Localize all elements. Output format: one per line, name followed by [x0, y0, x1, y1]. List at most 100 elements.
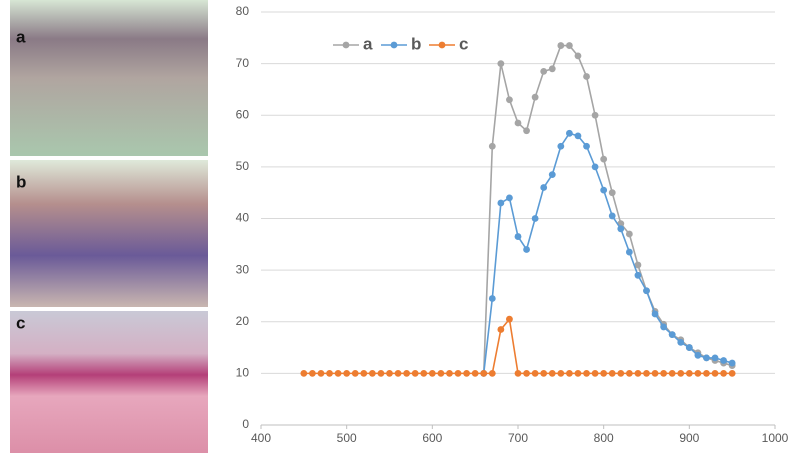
- data-point: [506, 194, 513, 202]
- histology-image: [10, 311, 208, 453]
- panel-label: a: [16, 27, 26, 46]
- data-point: [625, 248, 633, 256]
- data-point: [300, 369, 308, 377]
- data-point: [694, 351, 702, 359]
- data-point: [471, 369, 479, 377]
- data-point: [566, 42, 573, 49]
- data-point: [446, 369, 453, 377]
- y-tick-label: 20: [236, 314, 250, 328]
- data-point: [548, 369, 556, 377]
- data-point: [403, 369, 411, 377]
- data-point: [600, 155, 608, 163]
- data-point: [317, 369, 325, 377]
- panel-label: c: [16, 313, 25, 332]
- data-point: [608, 369, 616, 377]
- data-point: [634, 271, 642, 279]
- data-point: [643, 369, 650, 377]
- data-point: [437, 369, 445, 377]
- data-point: [583, 73, 590, 80]
- data-point: [497, 326, 505, 333]
- legend-label: a: [363, 34, 373, 53]
- data-point: [531, 369, 539, 377]
- data-point: [377, 369, 385, 377]
- data-point: [728, 359, 736, 367]
- data-point: [600, 369, 608, 377]
- data-point: [574, 52, 582, 60]
- x-tick-label: 500: [337, 431, 357, 445]
- data-point: [531, 93, 539, 101]
- data-point: [540, 67, 548, 75]
- data-point: [523, 246, 530, 253]
- data-point: [720, 369, 727, 377]
- data-point: [703, 354, 710, 362]
- data-point: [514, 119, 522, 127]
- data-point: [660, 369, 668, 377]
- data-point: [368, 369, 376, 377]
- data-point: [488, 295, 496, 302]
- data-point: [608, 189, 616, 197]
- data-point: [334, 369, 342, 377]
- data-point: [617, 369, 625, 377]
- data-point: [523, 369, 530, 377]
- data-point: [711, 354, 719, 362]
- y-tick-label: 60: [236, 107, 250, 121]
- plot: 0 10 20 30 40 50 60 70 80 400 500 600 700 800 900 1000 a…: [236, 4, 789, 445]
- data-point: [591, 111, 599, 119]
- series-line: [303, 317, 733, 375]
- data-point: [343, 369, 351, 377]
- x-tick-label: 1000: [762, 431, 789, 445]
- data-point: [394, 369, 402, 377]
- data-point: [728, 369, 736, 377]
- data-point: [574, 369, 582, 377]
- x-tick-label: 800: [594, 431, 614, 445]
- data-point: [685, 369, 693, 377]
- histology-image: [10, 160, 208, 307]
- data-point: [703, 369, 710, 377]
- data-point: [351, 369, 359, 377]
- data-point: [651, 369, 659, 377]
- data-point: [600, 186, 608, 194]
- data-point: [514, 233, 522, 240]
- data-point: [720, 357, 727, 364]
- legend-label: b: [411, 34, 421, 53]
- y-tick-label: 30: [236, 262, 250, 276]
- legend-marker: [438, 41, 446, 49]
- x-tick-label: 600: [422, 431, 442, 445]
- x-tick-label: 900: [679, 431, 699, 445]
- data-point: [668, 331, 676, 339]
- data-point: [360, 369, 368, 377]
- data-point: [463, 369, 470, 377]
- y-tick-label: 80: [236, 4, 250, 18]
- data-point: [668, 369, 676, 377]
- data-point: [711, 369, 719, 377]
- y-tick-label: 50: [236, 159, 250, 173]
- y-tick-label: 0: [242, 417, 249, 431]
- x-tick-label: 700: [508, 431, 528, 445]
- data-point: [608, 212, 616, 220]
- data-point: [694, 369, 702, 377]
- data-point: [506, 96, 513, 104]
- data-point: [540, 184, 548, 191]
- data-point: [497, 199, 505, 207]
- data-point: [625, 369, 633, 377]
- data-point: [454, 369, 462, 377]
- data-point: [685, 344, 693, 351]
- data-point: [531, 215, 539, 222]
- data-point: [411, 369, 419, 377]
- data-point: [566, 129, 573, 137]
- data-point: [677, 339, 685, 346]
- data-point: [540, 369, 548, 377]
- data-point: [420, 369, 428, 377]
- data-point: [557, 369, 565, 377]
- data-point: [634, 369, 642, 377]
- data-point: [506, 315, 513, 323]
- data-point: [386, 369, 393, 377]
- data-point: [309, 369, 316, 377]
- legend-label: c: [459, 34, 468, 53]
- data-point: [591, 163, 599, 171]
- legend-marker: [342, 41, 350, 49]
- x-tick-label: 400: [251, 431, 271, 445]
- series-line: [482, 44, 733, 374]
- data-point: [548, 65, 556, 73]
